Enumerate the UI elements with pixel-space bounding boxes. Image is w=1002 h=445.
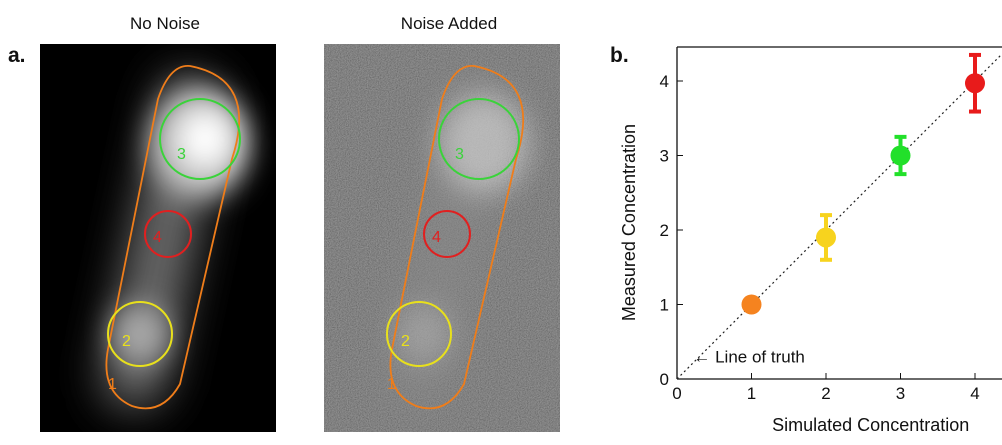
region-4-circle (423, 210, 471, 258)
line-of-truth-label: ← Line of truth (693, 348, 805, 367)
region-1-label: 1 (108, 376, 117, 393)
region-1-outline (389, 65, 525, 410)
panel-b-label: b. (610, 44, 629, 67)
region-2-circle (107, 301, 173, 367)
region-1-label: 1 (387, 376, 396, 393)
line-of-truth (676, 53, 1002, 380)
y-axis-label: Measured Concentration (619, 124, 639, 321)
y-tick-label: 3 (660, 147, 669, 166)
image-title-noise-added: Noise Added (400, 14, 498, 33)
data-point (741, 294, 762, 315)
y-tick-label: 2 (660, 221, 669, 240)
x-tick-label: 3 (896, 384, 905, 403)
y-tick-label: 1 (660, 296, 669, 315)
region-3-circle (159, 98, 241, 180)
region-1-outline (105, 65, 241, 410)
x-tick-label: 2 (821, 384, 830, 403)
x-tick-label: 4 (970, 384, 979, 403)
y-tick-label: 0 (660, 370, 669, 389)
region-4-label: 4 (432, 229, 441, 246)
region-3-circle (438, 98, 520, 180)
x-axis-label: Simulated Concentration (772, 415, 969, 435)
x-tick-label: 1 (747, 384, 756, 403)
panel-a-label: a. (8, 44, 26, 67)
y-tick-label: 4 (660, 72, 669, 91)
region-2-label: 2 (401, 333, 410, 350)
region-4-circle (144, 210, 192, 258)
region-3-label: 3 (177, 146, 186, 163)
region-3-label: 3 (455, 146, 464, 163)
x-tick-label: 0 (672, 384, 681, 403)
region-2-label: 2 (122, 333, 131, 350)
no-noise-image: 3 4 2 1 (40, 44, 276, 432)
concentration-chart: 0 1 2 3 4 0 1 2 3 4 ← Line of truth Simulated Conce… (619, 46, 1002, 435)
data-point (816, 227, 836, 248)
image-title-no-noise: No Noise (130, 14, 200, 33)
region-4-label: 4 (153, 229, 162, 246)
data-point (890, 145, 911, 166)
noise-added-image: 3 4 2 1 (324, 44, 560, 432)
region-2-circle (386, 301, 452, 367)
data-point (965, 73, 985, 94)
